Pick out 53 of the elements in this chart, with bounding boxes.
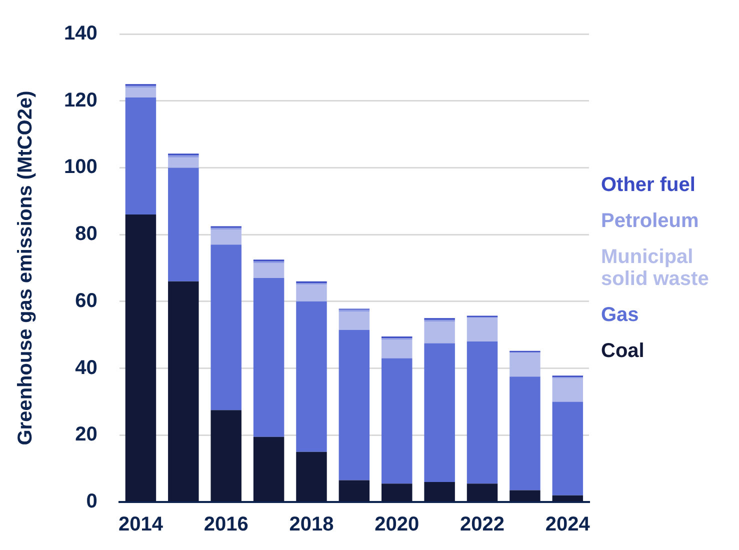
bar	[296, 301, 327, 452]
x-tick-label: 2020	[374, 514, 420, 536]
bar	[424, 343, 455, 482]
bar	[168, 158, 199, 168]
y-axis-title: Greenhouse gas emissions (MtCO2e)	[14, 90, 37, 446]
x-tick-label: 2018	[289, 514, 334, 536]
bar	[424, 482, 455, 502]
y-tick-label: 20	[75, 424, 98, 446]
bar	[125, 87, 156, 98]
bar	[382, 484, 412, 502]
bar	[253, 436, 284, 502]
text: Coal	[601, 340, 646, 362]
bar	[210, 230, 242, 245]
bar	[210, 410, 242, 502]
text: Other fuel	[601, 174, 696, 196]
text: Gas	[601, 304, 640, 326]
bar	[125, 214, 156, 502]
bar	[466, 318, 498, 342]
y-tick-label: 120	[64, 89, 98, 112]
bar	[338, 330, 370, 480]
y-tick-label: 100	[64, 156, 98, 178]
x-tick-label: 2014	[118, 514, 164, 536]
text: Municipal solid waste	[601, 246, 710, 290]
y-tick-label: 40	[75, 356, 98, 379]
bar	[510, 353, 540, 377]
bar	[253, 262, 284, 278]
bar	[466, 342, 498, 484]
bar	[510, 490, 540, 502]
bar	[168, 168, 199, 282]
x-tick-label: 2022	[460, 514, 505, 536]
bar	[424, 321, 455, 344]
bar	[552, 378, 584, 402]
bar	[382, 340, 412, 358]
bar	[253, 278, 284, 437]
y-tick-label: 60	[75, 290, 98, 312]
bar	[552, 402, 584, 496]
bar	[338, 480, 370, 502]
x-tick-label: 2024	[545, 514, 591, 536]
bar	[552, 495, 584, 502]
bar	[338, 311, 370, 330]
y-tick-label: 0	[86, 490, 98, 513]
bar	[210, 244, 242, 410]
bar	[510, 376, 540, 490]
bar	[125, 98, 156, 215]
bar	[296, 284, 327, 302]
bar	[296, 452, 327, 502]
y-tick-label: 80	[75, 223, 98, 246]
bar	[168, 281, 199, 502]
bar	[466, 484, 498, 502]
bar	[382, 358, 412, 484]
text: Petroleum	[601, 210, 700, 232]
y-tick-label: 140	[64, 22, 98, 45]
x-tick-label: 2016	[204, 514, 248, 536]
